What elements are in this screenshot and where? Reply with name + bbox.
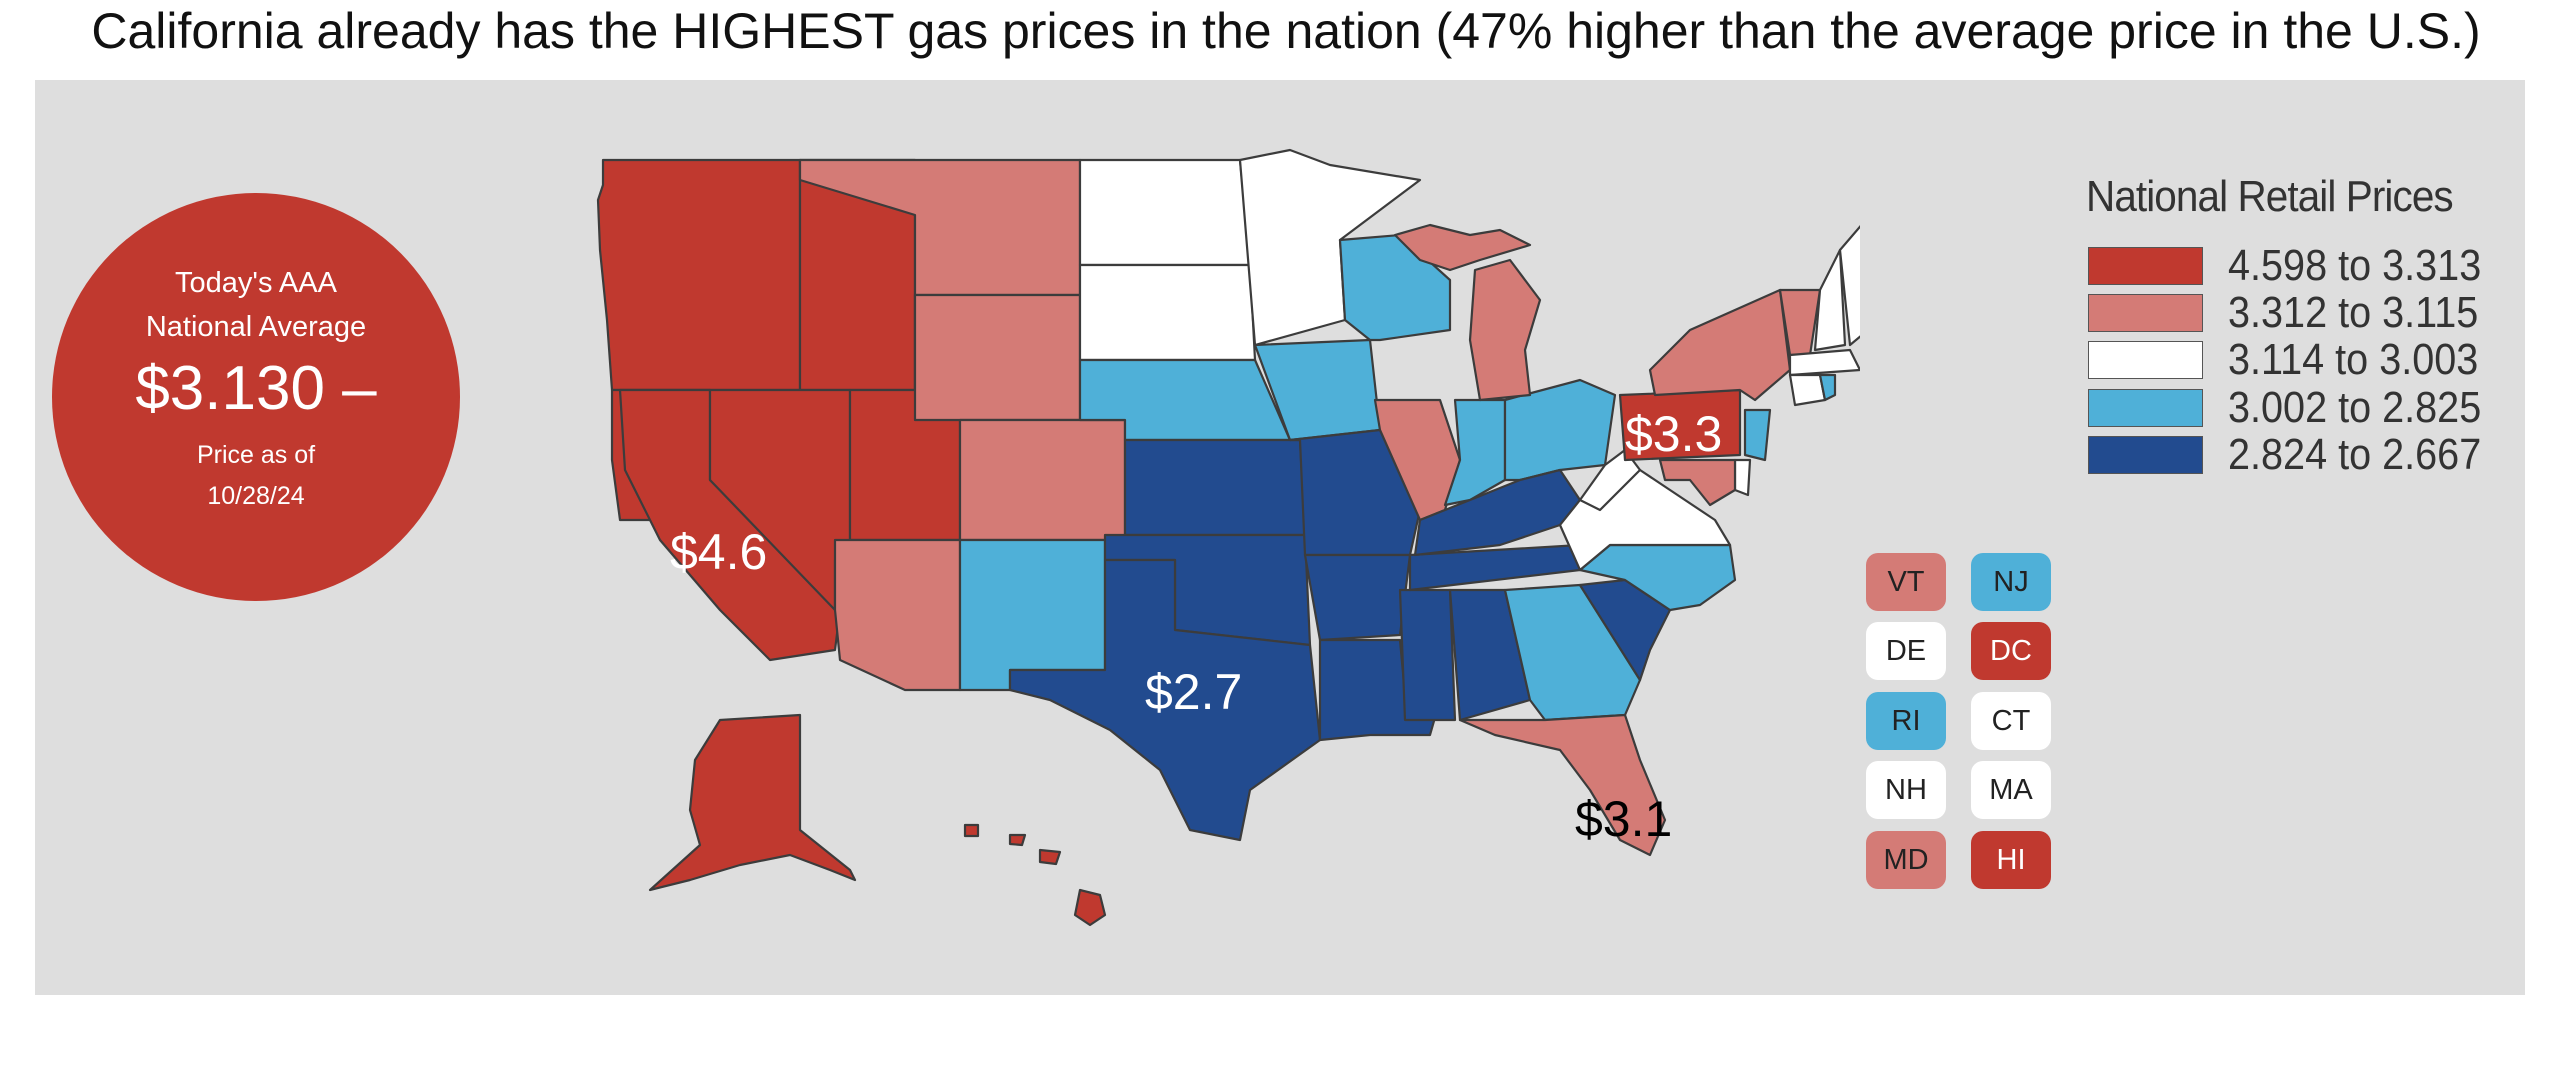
state-sc: [1578, 578, 1672, 682]
badge-ct: CT: [1971, 692, 2051, 750]
callout-pennsylvania: $3.3: [1625, 406, 1723, 462]
legend-label: 3.312 to 3.115: [2228, 288, 2479, 337]
average-line1: Today's AAA: [175, 267, 337, 299]
state-ma: [1788, 348, 1860, 377]
state-ak: [648, 713, 857, 892]
legend-title: National Retail Prices: [2086, 172, 2454, 221]
legend-label: 4.598 to 3.313: [2228, 241, 2482, 290]
badge-nh: NH: [1866, 761, 1946, 819]
badge-vt: VT: [1866, 553, 1946, 611]
legend-swatch: [2088, 294, 2203, 332]
legend-swatch: [2088, 341, 2203, 379]
us-state-price-map: [596, 148, 1860, 927]
average-date: Price as of 10/28/24: [52, 435, 460, 517]
state-ks: [1123, 438, 1307, 537]
average-price: $3.130 –: [135, 354, 377, 423]
legend-label: 3.114 to 3.003: [2228, 335, 2479, 384]
average-line2: National Average: [145, 311, 367, 343]
legend-swatch: [2088, 436, 2203, 474]
state-mn: [1238, 148, 1422, 347]
state-nd: [1078, 158, 1252, 267]
callout-texas: $2.7: [1145, 664, 1243, 720]
state-wy: [913, 293, 1082, 422]
state-nm: [958, 538, 1107, 692]
state-hi-oahu: [1008, 833, 1027, 847]
average-caption: Today's AAA National Average: [52, 261, 460, 349]
state-wa: [596, 158, 802, 392]
state-ms: [1398, 588, 1457, 722]
state-ar: [1303, 553, 1412, 642]
state-md: [1658, 458, 1737, 507]
state-oh: [1503, 378, 1617, 482]
state-me: [1838, 224, 1860, 347]
state-mi-up: [1393, 223, 1532, 272]
state-hi: [1073, 888, 1107, 927]
badge-dc: DC: [1971, 622, 2051, 680]
average-line3: Price as of: [196, 441, 316, 469]
state-ri: [1818, 373, 1837, 402]
legend-swatch: [2088, 389, 2203, 427]
state-sd: [1078, 263, 1257, 362]
legend-label: 2.824 to 2.667: [2228, 430, 2482, 479]
callout-florida: $3.1: [1575, 791, 1673, 847]
callout-california: $4.6: [670, 524, 768, 580]
legend-swatch: [2088, 247, 2203, 285]
badge-md: MD: [1866, 831, 1946, 889]
page-title: California already has the HIGHEST gas p…: [91, 3, 2481, 59]
state-mi: [1468, 258, 1542, 402]
state-fl: [1458, 713, 1667, 857]
badge-de: DE: [1866, 622, 1946, 680]
state-ny: [1648, 288, 1792, 402]
state-de: [1733, 458, 1752, 497]
legend-label: 3.002 to 2.825: [2228, 383, 2482, 432]
state-ct: [1788, 373, 1827, 407]
state-hi-kauai: [963, 823, 980, 838]
state-hi-maui: [1038, 848, 1062, 866]
state-co: [958, 418, 1127, 542]
state-nh: [1813, 248, 1847, 352]
state-nj: [1743, 408, 1772, 462]
state-az: [833, 538, 962, 692]
badge-ma: MA: [1971, 761, 2051, 819]
badge-ri: RI: [1866, 692, 1946, 750]
national-average-badge: Today's AAA National Average $3.130 – Pr…: [52, 193, 460, 601]
badge-nj: NJ: [1971, 553, 2051, 611]
average-line4: 10/28/24: [207, 482, 305, 510]
state-tx: [1008, 558, 1322, 842]
badge-hi: HI: [1971, 831, 2051, 889]
